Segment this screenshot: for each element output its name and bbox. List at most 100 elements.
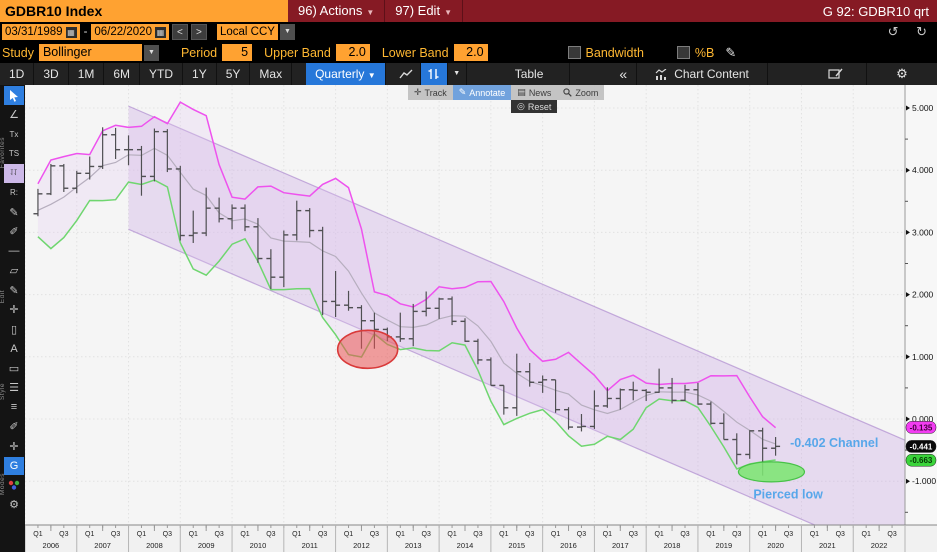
upper-band-input[interactable]: 2.0 [335, 44, 370, 61]
regression-tool[interactable]: R: [10, 188, 18, 198]
range-button-5y[interactable]: 5Y [217, 63, 251, 85]
lower-band-input[interactable]: 2.0 [453, 44, 488, 61]
x-axis-quarter-label: Q1 [706, 531, 715, 538]
date-bar: 03/31/1989 ▦ - 06/22/2020 ▦ < > Local CCY … [0, 22, 937, 42]
chart-type-dropdown[interactable]: ▼ [448, 63, 467, 85]
rect-style-tool[interactable]: ▭ [8, 362, 20, 375]
sidebar-section-style: Style [0, 383, 6, 400]
x-axis-quarter-label: Q1 [189, 531, 198, 538]
text-style-tool[interactable]: A [10, 342, 18, 355]
pattern-tool[interactable]: ⥡⥡ [4, 164, 24, 183]
crosshair-mode-tool[interactable]: ✛ [9, 440, 19, 453]
green-ellipse-annotation[interactable] [737, 461, 806, 483]
draw-mode-tool[interactable]: ✐ [9, 421, 19, 434]
y-axis-label: 0.000 [912, 414, 934, 424]
next-period-button[interactable]: > [190, 24, 207, 40]
range-button-1d[interactable]: 1D [0, 63, 35, 85]
delete-tool[interactable]: ▯ [10, 323, 18, 336]
x-axis-year-label: 2017 [612, 541, 629, 550]
end-date-field[interactable]: 06/22/2020 ▦ [91, 24, 169, 40]
trend-stats-tool[interactable]: TS [8, 149, 20, 159]
study-dropdown[interactable]: ▼ [143, 44, 159, 61]
plot-region[interactable]: -0.402 Channel Pierced low [25, 85, 905, 552]
range-button-ytd[interactable]: YTD [140, 63, 184, 85]
bollinger-mid-line [37, 147, 776, 445]
security-field[interactable]: GDBR10 Index [0, 0, 288, 22]
x-axis-quarter-label: Q3 [370, 531, 379, 538]
lower-band-label: Lower Band [381, 45, 449, 60]
zoom-button[interactable]: Zoom [557, 85, 604, 100]
calendar-icon[interactable]: ▦ [154, 26, 166, 38]
collapse-button[interactable]: « [610, 63, 638, 85]
reset-icon: ◎ [517, 101, 525, 111]
x-axis-quarter-label: Q1 [85, 531, 94, 538]
range-button-3d[interactable]: 3D [34, 63, 69, 85]
channel-text-annotation[interactable]: -0.402 Channel [790, 436, 878, 450]
table-button[interactable]: Table [489, 63, 571, 85]
actions-menu[interactable]: 96) Actions ▼ [288, 0, 386, 22]
x-axis-quarter-label: Q3 [266, 531, 275, 538]
x-axis-year-label: 2022 [871, 541, 888, 550]
gear-icon[interactable]: ⚙ [896, 66, 908, 81]
track-button[interactable]: ✛ Track [414, 87, 447, 98]
pierced-low-text-annotation[interactable]: Pierced low [753, 488, 823, 502]
move-tool[interactable]: ✛ [9, 304, 19, 317]
bandwidth-checkbox[interactable] [567, 46, 581, 59]
redo-icon[interactable]: ↻ [916, 24, 927, 39]
cursor-tool[interactable] [4, 86, 24, 105]
brush-tool[interactable]: ✎ [9, 206, 19, 219]
marker-tool[interactable]: ✐ [9, 226, 19, 239]
chevron-down-icon: ▼ [444, 8, 452, 17]
study-select[interactable]: Bollinger [38, 44, 142, 61]
prev-period-button[interactable]: < [171, 24, 188, 40]
range-buttons: 1D 3D 1M 6M YTD 1Y 5Y Max [0, 63, 293, 85]
red-ellipse-annotation[interactable] [336, 329, 399, 370]
calendar-icon[interactable]: ▦ [65, 26, 77, 38]
frequency-select[interactable]: Quarterly ▼ [306, 63, 386, 85]
parallelogram-tool[interactable]: ▱ [9, 265, 19, 278]
color-mode-tool[interactable] [4, 476, 24, 495]
x-axis-quarter-label: Q3 [732, 531, 741, 538]
period-input[interactable]: 5 [222, 44, 253, 61]
undo-icon[interactable]: ↺ [887, 24, 899, 39]
y-axis-label: 3.000 [912, 227, 934, 237]
y-axis-label: -1.000 [912, 476, 936, 486]
range-button-1y[interactable]: 1Y [183, 63, 217, 85]
bar-chart-type-icon[interactable] [420, 63, 448, 85]
chart-overlay-toolbar: ✛ Track ✎ Annotate ▤ News Zoom [408, 85, 605, 100]
x-axis-quarter-label: Q1 [603, 531, 612, 538]
list-style-tool[interactable]: ☰ [9, 382, 19, 395]
range-button-1m[interactable]: 1M [69, 63, 105, 85]
price-chart[interactable]: -0.402 Channel Pierced low 5.000 4.000 3.000… [24, 85, 937, 552]
line-chart-icon[interactable] [394, 63, 421, 85]
x-axis-quarter-label: Q1 [499, 531, 508, 538]
pencil-tool[interactable]: ✎ [9, 284, 19, 297]
sidebar-section-modes: Modes [0, 473, 6, 496]
chart-content-button[interactable]: Chart Content [637, 63, 768, 85]
settings-tool[interactable]: ⚙ [9, 499, 19, 512]
annotate-button[interactable]: ✎ Annotate [452, 85, 512, 100]
trendline-tool[interactable]: ∠ [9, 109, 19, 122]
horizontal-line-tool[interactable]: — [8, 245, 20, 258]
chevron-down-icon: ▼ [366, 8, 375, 17]
range-button-max[interactable]: Max [250, 63, 293, 85]
news-button[interactable]: ▤ News [517, 87, 552, 98]
chart-area[interactable]: ✛ Track ✎ Annotate ▤ News Zoom ◎ Reset -0.40… [24, 85, 937, 552]
edit-pencil-icon[interactable]: ✎ [725, 44, 737, 60]
x-axis-year-label: 2009 [198, 541, 215, 550]
price-badge [905, 453, 937, 467]
edit-menu[interactable]: 97) Edit ▼ [385, 0, 463, 22]
group-mode-tool[interactable]: G [4, 456, 24, 475]
range-button-6m[interactable]: 6M [104, 63, 141, 85]
annotate-panel-icon[interactable] [806, 63, 867, 85]
x-axis-quarter-label: Q1 [758, 531, 767, 538]
text-annotation-tool[interactable]: Tx [9, 129, 19, 139]
reset-button[interactable]: ◎ Reset [511, 100, 558, 113]
pctb-checkbox[interactable] [676, 46, 690, 59]
currency-field[interactable]: Local CCY [216, 24, 278, 40]
price-badge-label: -0.663 [910, 456, 933, 465]
start-date-field[interactable]: 03/31/1989 ▦ [2, 24, 80, 40]
dash-style-tool[interactable]: ≡ [10, 401, 18, 414]
x-axis-year-label: 2019 [715, 541, 732, 550]
currency-dropdown[interactable]: ▼ [279, 24, 295, 40]
